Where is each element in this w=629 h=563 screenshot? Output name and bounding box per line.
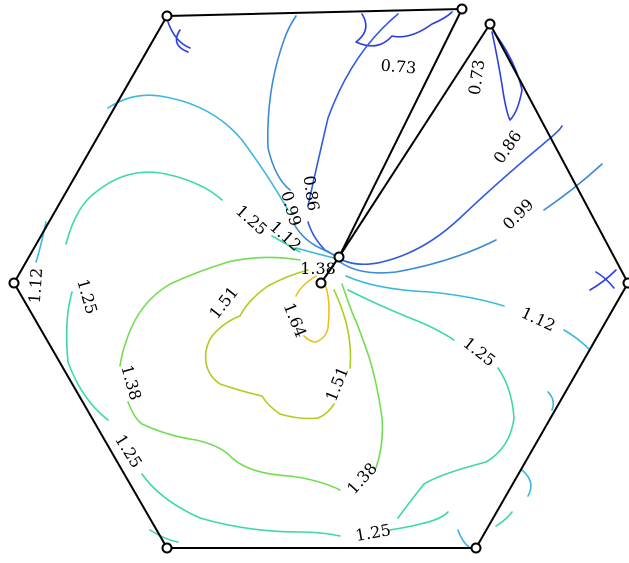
vertex-marker-right xyxy=(624,279,629,288)
contour-line-1.12-bottom-right-edge xyxy=(458,392,553,548)
contour-label-1.38: 1.38 xyxy=(343,459,381,498)
vertex-marker-left xyxy=(10,279,19,288)
vertex-marker-top-right-a xyxy=(458,5,467,14)
contour-line-1.25-bottom-edge xyxy=(150,512,512,542)
contour-label-1.38: 1.38 xyxy=(300,259,336,278)
contour-label-1.38: 1.38 xyxy=(117,363,145,402)
contour-label-1.25: 1.25 xyxy=(354,520,392,545)
vertex-marker-bottom-right xyxy=(472,544,481,553)
contour-line-0.86-top xyxy=(308,14,398,256)
vertex-marker-top-left xyxy=(163,12,172,21)
contour-label-1.12: 1.12 xyxy=(25,267,46,304)
contour-line-1.25-right xyxy=(348,290,514,518)
vertex-marker-top-right-b xyxy=(486,20,495,29)
contour-label-1.25: 1.25 xyxy=(460,333,500,370)
vertex-markers xyxy=(10,5,629,553)
contour-line-1.25-upper-left xyxy=(66,172,300,362)
contour-line-0.73-top xyxy=(168,22,190,52)
vertex-marker-bottom-left xyxy=(163,544,172,553)
contour-labels: 0.73 0.73 0.86 0.86 0.99 0.99 1.12 1.12 … xyxy=(25,56,559,546)
contour-label-1.64: 1.64 xyxy=(280,300,311,340)
contour-label-0.73: 0.73 xyxy=(465,58,489,96)
contour-label-0.73: 0.73 xyxy=(380,56,417,78)
vertex-marker-inner xyxy=(317,279,326,288)
contour-label-1.25: 1.25 xyxy=(73,277,101,316)
contour-label-0.86: 0.86 xyxy=(300,174,324,212)
contour-label-1.51: 1.51 xyxy=(321,364,352,404)
contour-label-0.99: 0.99 xyxy=(499,195,538,234)
vertex-marker-center xyxy=(335,253,344,262)
contour-label-1.25: 1.25 xyxy=(232,201,271,239)
contour-label-1.12: 1.12 xyxy=(518,303,558,335)
contour-label-0.86: 0.86 xyxy=(489,127,525,167)
contour-line-0.99-right xyxy=(340,164,602,273)
contour-line-0.86-right xyxy=(338,126,562,264)
contour-label-1.25: 1.25 xyxy=(111,431,146,471)
contour-line-0.73-right-edge xyxy=(590,270,616,290)
